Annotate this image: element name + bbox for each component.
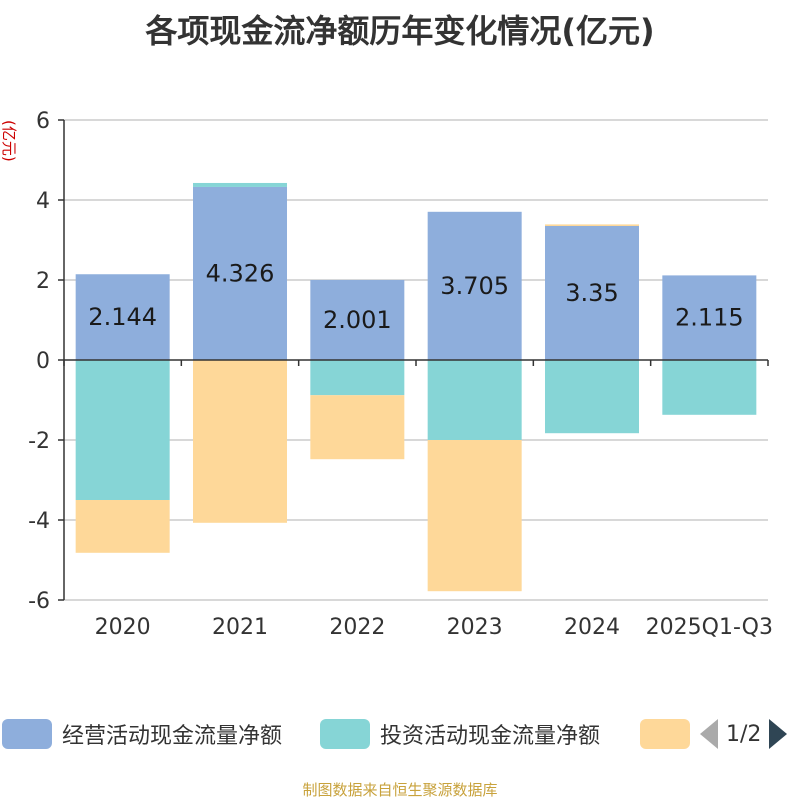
bar-investing-2025Q1-Q3 — [662, 360, 757, 415]
x-category-label: 2020 — [95, 615, 151, 640]
bar-financing-2023 — [427, 440, 522, 592]
bar-investing-2020 — [75, 360, 170, 500]
data-label: 3.705 — [440, 272, 509, 300]
y-tick-label: 2 — [36, 269, 50, 294]
x-category-label: 2024 — [564, 615, 620, 640]
bar-financing-2020 — [75, 500, 170, 553]
x-category-label: 2021 — [212, 615, 268, 640]
bar-financing-2022 — [310, 395, 405, 460]
y-tick-label: -2 — [28, 429, 50, 454]
bar-operating-2024 — [545, 226, 639, 360]
bar-operating-2023 — [427, 211, 522, 360]
bar-investing-2023 — [427, 360, 522, 440]
y-axis-unit-label: (亿元) — [0, 120, 18, 162]
legend-pager: 1/2 — [700, 716, 788, 752]
legend-item-investing[interactable]: 投资活动现金流量净额 — [320, 716, 600, 752]
data-label: 2.001 — [323, 306, 392, 334]
legend-swatch-investing — [320, 719, 370, 749]
bar-financing-2021 — [193, 360, 287, 523]
x-category-label: 2022 — [329, 615, 385, 640]
bar-investing-2024 — [545, 360, 639, 434]
bar-financing-2024 — [545, 224, 639, 226]
bar-investing-2022 — [310, 360, 405, 396]
y-tick-label: 6 — [36, 109, 50, 134]
x-category-label: 2025Q1-Q3 — [646, 615, 773, 640]
x-category-label: 2023 — [447, 615, 503, 640]
bar-investing-2021 — [193, 182, 287, 187]
legend-prev-page-icon[interactable] — [700, 719, 718, 749]
legend-label-investing: 投资活动现金流量净额 — [380, 724, 601, 749]
chart-title: 各项现金流净额历年变化情况(亿元) — [145, 12, 655, 50]
bar-operating-2020 — [75, 274, 170, 360]
y-tick-label: -4 — [28, 509, 50, 534]
legend-swatch-operating — [2, 719, 52, 749]
legend-swatch-financing — [640, 719, 690, 749]
legend-item-operating[interactable]: 经营活动现金流量净额 — [2, 716, 282, 752]
data-label: 2.144 — [88, 303, 157, 331]
bar-operating-2025Q1-Q3 — [662, 275, 757, 360]
bar-operating-2022 — [310, 279, 405, 360]
legend-next-page-icon[interactable] — [769, 719, 788, 749]
source-note: 制图数据来自恒生聚源数据库 — [302, 781, 498, 799]
data-label: 2.115 — [675, 304, 744, 332]
data-label: 4.326 — [206, 259, 275, 287]
bar-operating-2021 — [193, 186, 287, 360]
legend: 经营活动现金流量净额 投资活动现金流量净额 1/2 — [0, 716, 800, 756]
y-tick-label: 4 — [36, 189, 50, 214]
y-tick-label: -6 — [28, 589, 50, 614]
legend-item-financing[interactable] — [640, 716, 690, 752]
data-label: 3.35 — [565, 279, 618, 307]
legend-page-indicator: 1/2 — [726, 721, 762, 747]
y-tick-label: 0 — [36, 349, 50, 374]
legend-label-operating: 经营活动现金流量净额 — [62, 724, 283, 749]
chart-plot: 2.144 4.326 2.001 3.705 3.35 2.115 -6 -4 -2 0 2 4 6… — [0, 109, 773, 640]
